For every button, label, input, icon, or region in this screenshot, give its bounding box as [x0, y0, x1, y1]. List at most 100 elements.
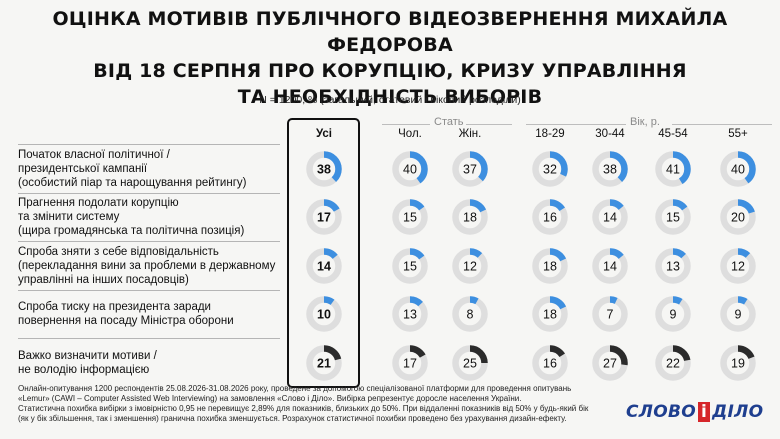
donut-r4-c4: 18: [532, 296, 568, 332]
age-group-line-left: [526, 124, 626, 125]
donut-r1-c2: 40: [392, 151, 428, 187]
chart-subtitle: N = 1200, % (загальний, статевий і віков…: [259, 94, 521, 106]
donut-arc: [655, 296, 691, 332]
row-label-5-line-1: Важко визначити мотиви /: [18, 350, 157, 362]
footer-line-2: «Lemur» (CAWI – Computer Assisted Web In…: [18, 394, 522, 403]
donut-r4-c1: 10: [306, 296, 342, 332]
row-label-2-line-1: Прагнення подолати корупцію: [18, 197, 179, 209]
donut-arc: [306, 248, 342, 284]
donut-value-label: 19: [731, 357, 745, 371]
logo-word-left: СЛОВО: [626, 402, 696, 422]
donut-r2-c5: 14: [592, 199, 628, 235]
donut-value-label: 7: [607, 308, 614, 322]
donut-value-label: 16: [543, 211, 557, 225]
donut-r3-c3: 12: [452, 248, 488, 284]
donut-arc: [720, 199, 756, 235]
donut-value-label: 10: [317, 308, 331, 322]
donut-arc: [720, 345, 756, 381]
donut-r2-c3: 18: [452, 199, 488, 235]
donut-arc: [306, 199, 342, 235]
row-label-1: Початок власної політичної / президентськ…: [18, 148, 280, 190]
donut-value-label: 20: [731, 211, 745, 225]
donut-value-label: 13: [403, 308, 417, 322]
donut-arc: [532, 248, 568, 284]
donut-value-label: 17: [317, 211, 331, 225]
donut-r5-c3: 25: [452, 345, 488, 381]
methodology-note: Онлайн-опитування 1200 респондентів 25.0…: [18, 384, 618, 424]
donut-r2-c4: 16: [532, 199, 568, 235]
donut-value-label: 40: [403, 163, 417, 177]
age-group-label: Вік, р.: [630, 116, 660, 128]
row-label-1-line-1: Початок власної політичної /: [18, 149, 170, 161]
donut-value-label: 22: [666, 357, 680, 371]
footer-line-4: (як у бік збільшення, так і зменшення) г…: [18, 414, 567, 423]
donut-arc: [392, 296, 428, 332]
brand-logo: СЛОВО і ДІЛО: [626, 402, 766, 430]
donut-r2-c6: 15: [655, 199, 691, 235]
donut-value-label: 12: [731, 260, 745, 274]
donut-value-label: 14: [603, 211, 617, 225]
donut-arc: [592, 151, 628, 187]
donut-r3-c2: 15: [392, 248, 428, 284]
donut-r1-c3: 37: [452, 151, 488, 187]
column-header-7: 55+: [728, 128, 748, 140]
donut-r2-c2: 15: [392, 199, 428, 235]
donut-r3-c5: 14: [592, 248, 628, 284]
donut-arc: [655, 248, 691, 284]
column-header-5: 30-44: [595, 128, 625, 140]
logo-word-right: ДІЛО: [712, 402, 764, 422]
row-separator-3: [18, 290, 280, 291]
column-header-2: Чол.: [398, 128, 422, 140]
title-line-1: ОЦІНКА МОТИВІВ ПУБЛІЧНОГО ВІДЕОЗВЕРНЕННЯ…: [52, 8, 728, 56]
donut-r5-c2: 17: [392, 345, 428, 381]
donut-r5-c5: 27: [592, 345, 628, 381]
donut-arc: [306, 296, 342, 332]
donut-r4-c5: 7: [592, 296, 628, 332]
donut-r4-c6: 9: [655, 296, 691, 332]
row-label-3-line-3: управлінні на інших посадовців): [18, 274, 189, 286]
donut-value-label: 38: [317, 163, 331, 177]
row-label-5: Важко визначити мотиви / не володію інфор…: [18, 349, 280, 377]
donut-arc: [392, 199, 428, 235]
title-line-2: ВІД 18 СЕРПНЯ ПРО КОРУПЦІЮ, КРИЗУ УПРАВЛ…: [93, 60, 687, 82]
donut-value-label: 15: [403, 211, 417, 225]
column-header-3: Жін.: [458, 128, 482, 140]
footer-line-1: Онлайн-опитування 1200 респондентів 25.0…: [18, 384, 572, 393]
donut-value-label: 18: [543, 308, 557, 322]
sex-group-label: Стать: [434, 116, 464, 128]
donut-arc: [532, 345, 568, 381]
title-line-3: ТА НЕОБХІДНІСТЬ ВИБОРІВ: [237, 86, 543, 108]
donut-value-label: 27: [603, 357, 617, 371]
donut-r1-c7: 40: [720, 151, 756, 187]
donut-value-label: 18: [463, 211, 477, 225]
donut-value-label: 25: [463, 357, 477, 371]
donut-arc: [392, 248, 428, 284]
donut-value-label: 15: [666, 211, 680, 225]
row-label-1-line-2: президентської кампанії: [18, 163, 148, 175]
column-header-6: 45-54: [658, 128, 688, 140]
donut-arc: [452, 345, 488, 381]
donut-arc: [592, 296, 628, 332]
donut-value-label: 12: [463, 260, 477, 274]
donut-arc: [306, 151, 342, 187]
donut-value-label: 41: [666, 163, 680, 177]
donut-r3-c6: 13: [655, 248, 691, 284]
row-label-5-line-2: не володію інформацією: [18, 364, 150, 376]
donut-arc: [655, 345, 691, 381]
donut-value-label: 13: [666, 260, 680, 274]
donut-arc: [452, 199, 488, 235]
donut-r5-c7: 19: [720, 345, 756, 381]
row-separator-1: [18, 193, 280, 194]
donut-r1-c4: 32: [532, 151, 568, 187]
donut-arc: [306, 345, 342, 381]
chart-title: ОЦІНКА МОТИВІВ ПУБЛІЧНОГО ВІДЕОЗВЕРНЕННЯ…: [0, 6, 780, 110]
donut-value-label: 14: [603, 260, 617, 274]
all-column-highlight: [287, 118, 360, 388]
donut-arc: [452, 151, 488, 187]
donut-value-label: 14: [317, 260, 331, 274]
donut-r4-c7: 9: [720, 296, 756, 332]
donut-r3-c1: 14: [306, 248, 342, 284]
donut-arc: [720, 151, 756, 187]
row-label-3-line-2: (перекладання вини за проблеми в державн…: [18, 260, 276, 272]
